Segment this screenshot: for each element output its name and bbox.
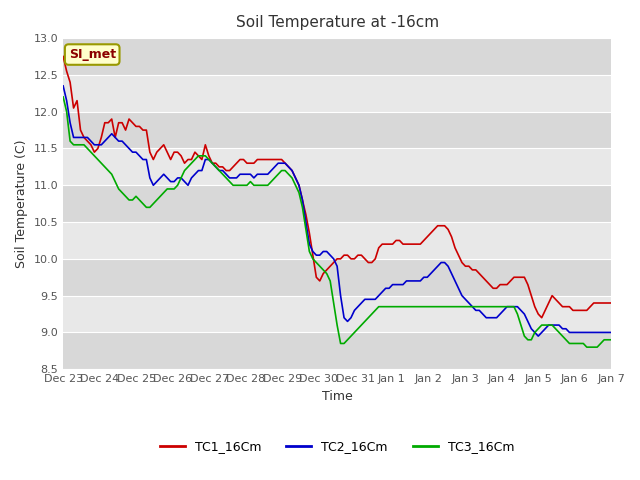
Bar (63, 185, 611, 222)
Bar (63, 38, 611, 75)
Legend: TC1_16Cm, TC2_16Cm, TC3_16Cm: TC1_16Cm, TC2_16Cm, TC3_16Cm (155, 435, 520, 458)
Bar (63, 112, 611, 148)
Bar (63, 259, 611, 296)
Text: SI_met: SI_met (68, 48, 116, 61)
Bar (63, 222, 611, 259)
Title: Soil Temperature at -16cm: Soil Temperature at -16cm (236, 15, 438, 30)
Y-axis label: Soil Temperature (C): Soil Temperature (C) (15, 139, 28, 268)
Bar (63, 148, 611, 185)
X-axis label: Time: Time (322, 390, 353, 403)
Bar (63, 75, 611, 112)
Bar (63, 333, 611, 369)
Bar (63, 296, 611, 333)
